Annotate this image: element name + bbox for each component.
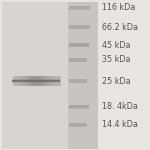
Bar <box>20 76 21 85</box>
Bar <box>69 9 90 10</box>
Bar <box>22 76 23 85</box>
Text: 66.2 kDa: 66.2 kDa <box>102 22 138 32</box>
Text: 25 kDa: 25 kDa <box>102 76 131 85</box>
Bar <box>69 79 87 83</box>
Bar <box>58 76 59 85</box>
Bar <box>34 76 35 85</box>
Bar <box>69 126 87 127</box>
Bar <box>12 82 60 83</box>
Bar <box>12 78 60 79</box>
Bar <box>43 76 44 85</box>
Bar <box>12 84 60 85</box>
Bar <box>35 76 37 85</box>
Bar <box>53 76 55 85</box>
Bar <box>12 77 60 78</box>
Text: 45 kDa: 45 kDa <box>102 40 130 50</box>
Bar <box>46 76 47 85</box>
Bar <box>32 76 33 85</box>
Bar <box>28 76 29 85</box>
Bar <box>69 108 88 109</box>
Bar <box>69 28 90 29</box>
Bar <box>29 76 31 85</box>
Bar <box>45 76 46 85</box>
Bar <box>69 43 88 47</box>
Bar <box>44 76 45 85</box>
Bar <box>59 76 61 85</box>
Bar <box>27 76 28 85</box>
Text: 116 kDa: 116 kDa <box>102 3 135 12</box>
Bar <box>51 76 52 85</box>
Bar <box>14 76 15 85</box>
Bar <box>39 76 40 85</box>
Bar <box>40 76 41 85</box>
Bar <box>41 76 43 85</box>
Bar <box>69 105 88 108</box>
Bar <box>69 25 90 29</box>
Bar <box>13 76 14 85</box>
Bar <box>37 76 38 85</box>
Text: 18. 4kDa: 18. 4kDa <box>102 102 138 111</box>
Bar <box>17 76 19 85</box>
Bar <box>69 58 87 62</box>
Bar <box>50 76 51 85</box>
Text: 35 kDa: 35 kDa <box>102 56 130 64</box>
Bar <box>69 82 87 83</box>
Bar <box>47 76 49 85</box>
Bar <box>49 76 50 85</box>
Bar <box>31 76 32 85</box>
Bar <box>57 76 58 85</box>
Bar <box>2 2 68 148</box>
Bar <box>68 2 98 148</box>
Bar <box>26 76 27 85</box>
Bar <box>16 76 17 85</box>
Bar <box>69 46 88 47</box>
Bar <box>21 76 22 85</box>
Bar <box>15 76 16 85</box>
Bar <box>69 123 87 126</box>
Bar <box>12 81 60 82</box>
Bar <box>38 76 39 85</box>
Bar <box>23 76 25 85</box>
Bar <box>19 76 20 85</box>
Bar <box>12 82 60 83</box>
Text: 14.4 kDa: 14.4 kDa <box>102 120 138 129</box>
Bar <box>69 6 90 9</box>
Bar <box>52 76 53 85</box>
Bar <box>12 79 60 80</box>
Bar <box>69 61 87 62</box>
Bar <box>25 76 26 85</box>
Bar <box>12 80 60 81</box>
Bar <box>12 83 60 84</box>
Bar <box>55 76 56 85</box>
Bar <box>56 76 57 85</box>
Bar <box>33 76 34 85</box>
